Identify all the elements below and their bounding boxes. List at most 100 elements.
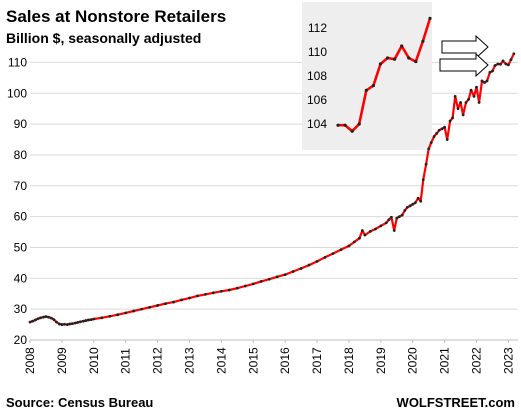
data-point — [408, 204, 412, 208]
data-point — [73, 321, 77, 325]
data-point — [400, 213, 404, 217]
y-tick-label: 40 — [14, 271, 28, 285]
data-point — [65, 323, 69, 326]
data-point — [488, 70, 492, 74]
data-point — [86, 318, 90, 322]
arrows — [439, 34, 489, 78]
data-point — [31, 319, 34, 323]
data-point — [491, 69, 494, 73]
data-point — [84, 319, 88, 322]
data-point — [448, 119, 452, 123]
source-label: Source: Census Bureau — [6, 395, 153, 410]
inset-y-tick-label: 108 — [307, 69, 327, 83]
data-point — [89, 318, 93, 322]
data-point — [243, 284, 247, 288]
data-point — [456, 107, 460, 111]
y-tick-label: 30 — [14, 302, 28, 316]
data-point — [469, 88, 473, 92]
data-point — [52, 318, 56, 322]
data-point — [63, 322, 66, 326]
data-point — [108, 314, 112, 318]
data-point — [485, 79, 489, 83]
inset-data-point — [393, 57, 397, 61]
inset-y-tick-label: 112 — [308, 21, 327, 35]
data-point — [71, 322, 74, 326]
inset-data-point — [400, 44, 404, 48]
data-point — [124, 311, 128, 315]
data-point — [397, 215, 401, 219]
data-point — [47, 315, 50, 319]
data-point — [315, 259, 319, 263]
data-point — [140, 307, 144, 311]
x-tick-label: 2020 — [406, 347, 420, 374]
data-point — [501, 59, 505, 63]
series-line — [29, 53, 515, 326]
data-point — [251, 282, 255, 286]
inset-data-point — [336, 123, 340, 127]
series-line-path — [29, 53, 515, 326]
y-tick-label: 50 — [14, 240, 28, 254]
x-tick-label: 2023 — [501, 347, 515, 374]
data-point — [164, 302, 167, 306]
data-point — [235, 286, 239, 290]
data-point — [267, 277, 271, 281]
data-point — [39, 316, 42, 320]
data-point — [464, 101, 468, 104]
data-point — [68, 322, 72, 326]
data-point — [204, 292, 207, 296]
data-point — [358, 236, 361, 240]
data-point — [496, 62, 500, 66]
data-point — [472, 94, 476, 98]
data-point — [483, 81, 486, 84]
data-point — [28, 320, 32, 324]
x-tick-label: 2018 — [342, 347, 356, 374]
data-point — [507, 63, 510, 67]
data-point — [403, 209, 407, 212]
x-tick-label: 2010 — [87, 347, 101, 374]
inset-data-point — [357, 122, 361, 126]
data-point — [392, 229, 396, 232]
data-point — [180, 298, 183, 302]
data-point — [445, 138, 449, 141]
data-point — [509, 58, 513, 62]
data-point — [196, 294, 199, 298]
data-point — [132, 309, 136, 313]
data-point — [416, 196, 420, 200]
data-point — [188, 296, 191, 300]
x-tick-label: 2008 — [23, 347, 37, 374]
data-point — [81, 319, 85, 323]
chart-subtitle: Billion $, seasonally adjusted — [6, 30, 201, 46]
data-point — [283, 273, 287, 277]
arrow-upper — [441, 34, 489, 60]
data-point — [461, 113, 465, 117]
inset-data-point — [421, 39, 425, 43]
inset-data-point — [364, 88, 368, 92]
data-point — [379, 224, 383, 228]
brand-label: WOLFSTREET.com — [397, 395, 515, 410]
data-point — [116, 313, 120, 317]
inset-data-point — [350, 129, 354, 133]
data-point — [512, 52, 516, 56]
inset-background — [302, 2, 432, 150]
data-point — [363, 233, 367, 237]
data-point — [227, 288, 231, 292]
y-tick-label: 80 — [14, 148, 28, 162]
data-point — [347, 244, 351, 248]
data-point — [76, 321, 80, 324]
data-point — [60, 323, 64, 326]
data-point — [427, 147, 431, 151]
data-point — [413, 201, 417, 205]
y-tick-label: 20 — [14, 333, 28, 347]
inset-panel: 104 106 108 110 112 — [302, 2, 432, 150]
data-point — [480, 79, 484, 83]
data-point — [78, 320, 82, 324]
y-tick-label: 60 — [14, 210, 28, 224]
data-point — [475, 85, 478, 89]
inset-y-tick-label: 110 — [308, 45, 327, 59]
data-point — [307, 263, 311, 267]
data-point — [440, 127, 444, 131]
data-point — [451, 116, 455, 120]
data-point — [36, 317, 40, 321]
inset-data-point — [414, 60, 418, 64]
